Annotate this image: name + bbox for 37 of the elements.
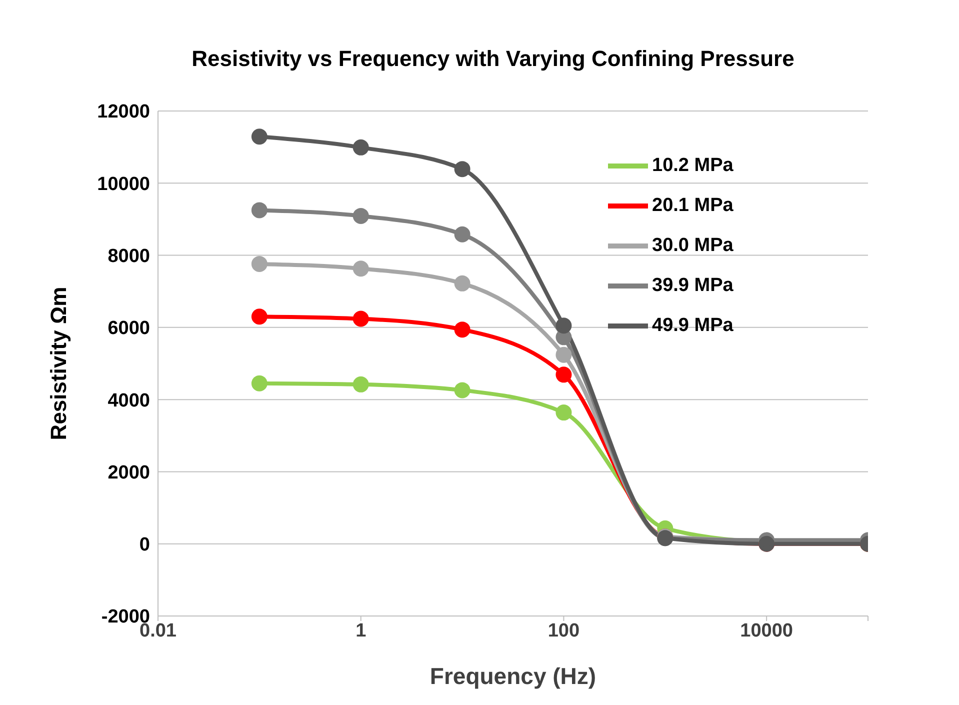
point — [556, 346, 572, 363]
point — [251, 375, 268, 392]
point — [454, 382, 470, 398]
point — [454, 161, 470, 178]
point — [251, 128, 268, 145]
point — [556, 318, 572, 334]
y-tick-label: 2000 — [108, 462, 150, 484]
y-tick-label: 8000 — [108, 246, 150, 268]
point — [352, 260, 369, 277]
x-tick-label: 1 — [356, 620, 367, 642]
legend-label: 39.9 MPa — [652, 275, 734, 296]
legend-label: 30.0 MPa — [652, 235, 734, 256]
point — [352, 139, 369, 156]
legend-label: 49.9 MPa — [652, 315, 734, 336]
x-axis-title: Frequency (Hz) — [430, 663, 596, 689]
y-tick-label: 0 — [139, 534, 150, 556]
point — [251, 308, 268, 325]
point — [454, 275, 470, 292]
y-tick-label: 4000 — [108, 390, 150, 412]
point — [454, 322, 470, 338]
x-tick-label: 100 — [548, 620, 580, 642]
point — [251, 202, 268, 218]
point — [352, 310, 369, 327]
y-tick-label: 6000 — [108, 318, 150, 340]
legend-label: 10.2 MPa — [652, 155, 734, 176]
point — [556, 366, 572, 383]
y-axis-title: Resistivity Ωm — [46, 286, 71, 440]
y-tick-label: 10000 — [97, 174, 150, 195]
chart-title: Resistivity vs Frequency with Varying Confining Pressure — [190, 45, 796, 73]
point — [556, 404, 572, 421]
point — [454, 226, 470, 242]
legend-label: 20.1 MPa — [652, 195, 734, 216]
point — [251, 256, 268, 272]
x-tick-label: 10000 — [740, 620, 793, 642]
y-tick-label: 12000 — [97, 102, 150, 123]
point — [352, 376, 369, 392]
point — [352, 208, 369, 224]
